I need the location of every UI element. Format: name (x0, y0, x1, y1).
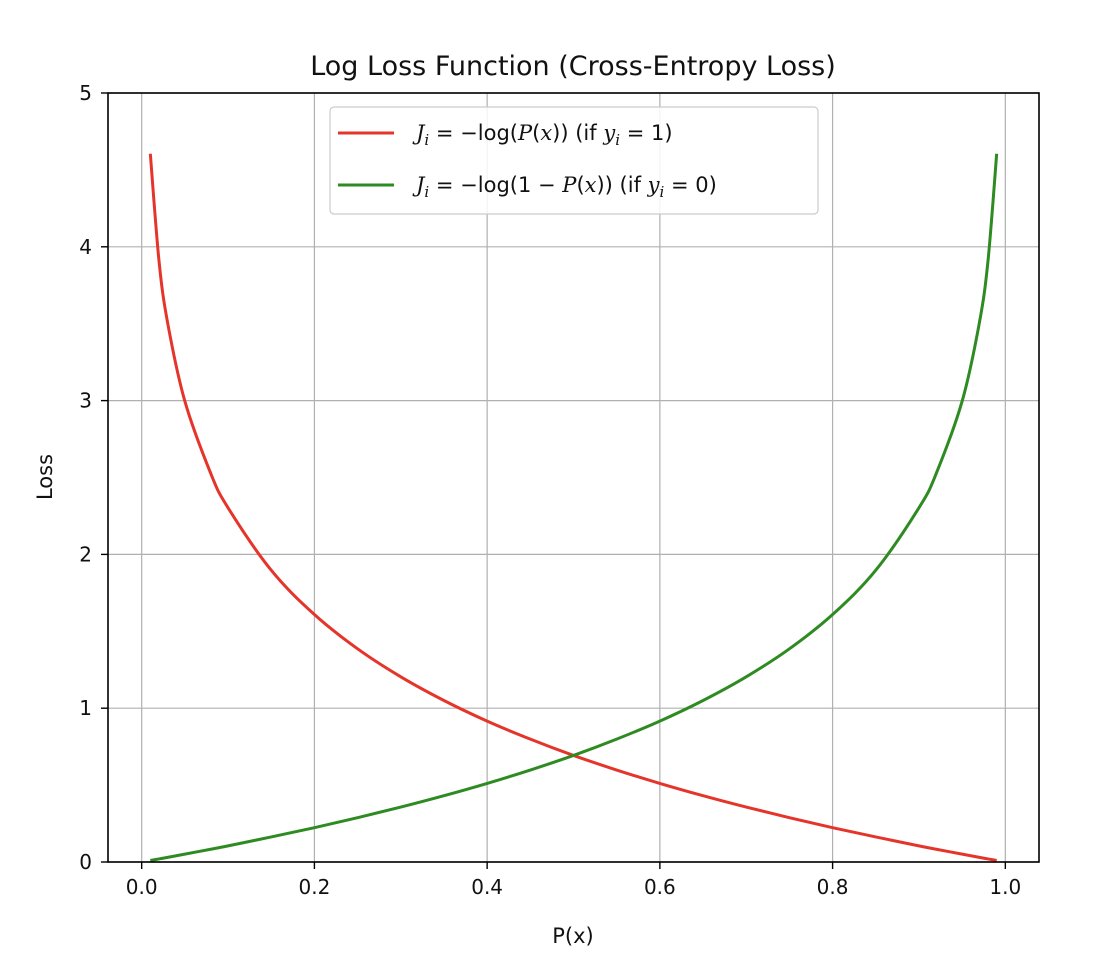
x-axis-label: P(x) (552, 924, 593, 948)
series-line-1 (148, 153, 997, 862)
legend-label-1: Ji = −log(P(x)) (if yi = 1) (412, 121, 673, 149)
series-lines (148, 153, 999, 862)
legend-box (329, 106, 819, 215)
axis-ticks: 0.0 0.2 0.4 0.6 0.8 1.0 0 1 2 3 4 5 (79, 81, 1021, 899)
y-axis-label: Loss (33, 454, 57, 500)
x-tick-label: 0.0 (126, 875, 158, 899)
y-tick-label: 0 (79, 850, 92, 874)
x-tick-label: 0.2 (299, 875, 331, 899)
grid-lines (108, 92, 1039, 863)
legend: Ji = −log(P(x)) (if yi = 1) Ji = −log(1 −… (329, 106, 819, 215)
chart-title: Log Loss Function (Cross-Entropy Loss) (310, 51, 836, 82)
y-tick-label: 5 (79, 81, 92, 105)
x-tick-label: 0.6 (644, 875, 676, 899)
y-tick-label: 2 (79, 542, 92, 566)
x-tick-label: 1.0 (989, 875, 1021, 899)
plot-frame (107, 92, 1040, 863)
y-tick-label: 4 (79, 235, 92, 259)
x-tick-label: 0.8 (817, 875, 849, 899)
series-line-2 (150, 153, 999, 862)
y-tick-label: 1 (79, 696, 92, 720)
legend-label-2: Ji = −log(1 − P(x)) (if yi = 0) (412, 173, 717, 201)
x-tick-label: 0.4 (471, 875, 503, 899)
y-tick-label: 3 (79, 389, 92, 413)
